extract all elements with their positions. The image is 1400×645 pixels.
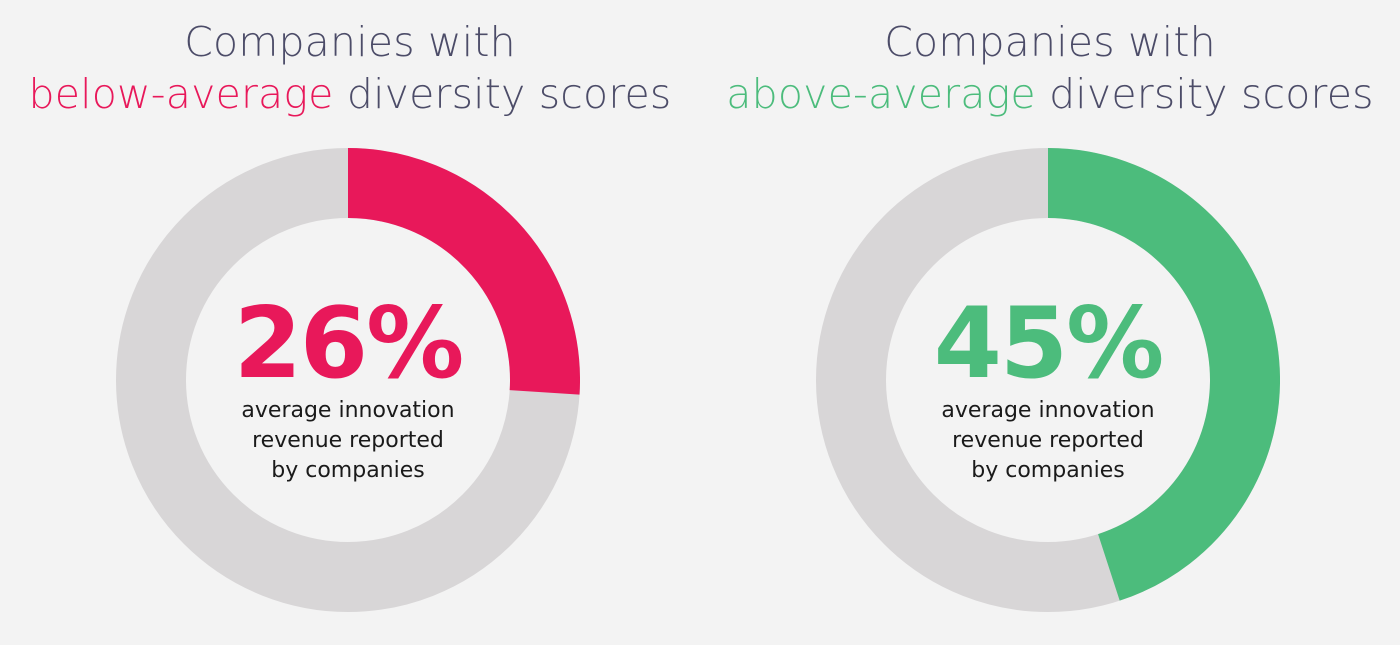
caption-line-1: average innovation [241, 398, 455, 423]
title-highlight: above-average [726, 70, 1036, 118]
caption-line-2: revenue reported [252, 428, 444, 453]
caption-line-1: average innovation [941, 398, 1155, 423]
title-line-2: below-average diversity scores [0, 68, 700, 120]
above-average-donut [816, 148, 1280, 612]
donut-value-arc [1047, 148, 1280, 601]
title-highlight: below-average [28, 70, 334, 118]
donut-value-arc [347, 148, 580, 395]
caption: average innovation revenue reported by c… [816, 396, 1280, 486]
value-label: 26% [233, 287, 465, 401]
title-suffix: diversity scores [1049, 70, 1374, 118]
caption-line-3: by companies [271, 458, 425, 483]
value-label: 45% [933, 287, 1165, 401]
above-average-title: Companies with above-average diversity s… [700, 16, 1400, 120]
title-suffix: diversity scores [346, 70, 672, 118]
below-average-panel: Companies with below-average diversity s… [0, 16, 700, 612]
caption-line-3: by companies [971, 458, 1125, 483]
caption-line-2: revenue reported [952, 428, 1144, 453]
title-line-2: above-average diversity scores [700, 68, 1400, 120]
below-average-donut [116, 148, 580, 612]
title-line-1: Companies with [884, 18, 1216, 66]
below-average-title: Companies with below-average diversity s… [0, 16, 700, 120]
above-average-panel: Companies with above-average diversity s… [700, 0, 1400, 645]
above-average-center: 45% average innovation revenue reported … [816, 292, 1280, 486]
title-line-1: Companies with [184, 18, 516, 66]
caption: average innovation revenue reported by c… [116, 396, 580, 486]
below-average-center: 26% average innovation revenue reported … [116, 292, 580, 486]
